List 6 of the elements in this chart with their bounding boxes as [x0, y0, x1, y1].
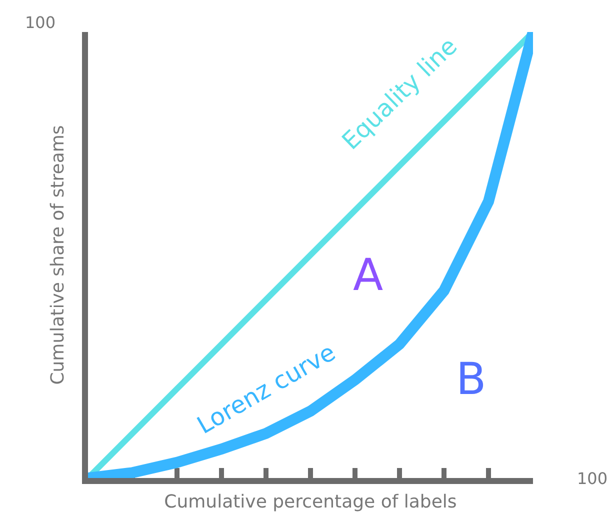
annotation: B — [456, 354, 486, 405]
annotation: A — [353, 250, 384, 301]
x-axis-title: Cumulative percentage of labels — [164, 492, 457, 513]
text: 100 — [577, 469, 608, 488]
y-axis-title: Cumulative share of streams — [48, 125, 69, 385]
text: 100 — [25, 13, 56, 32]
